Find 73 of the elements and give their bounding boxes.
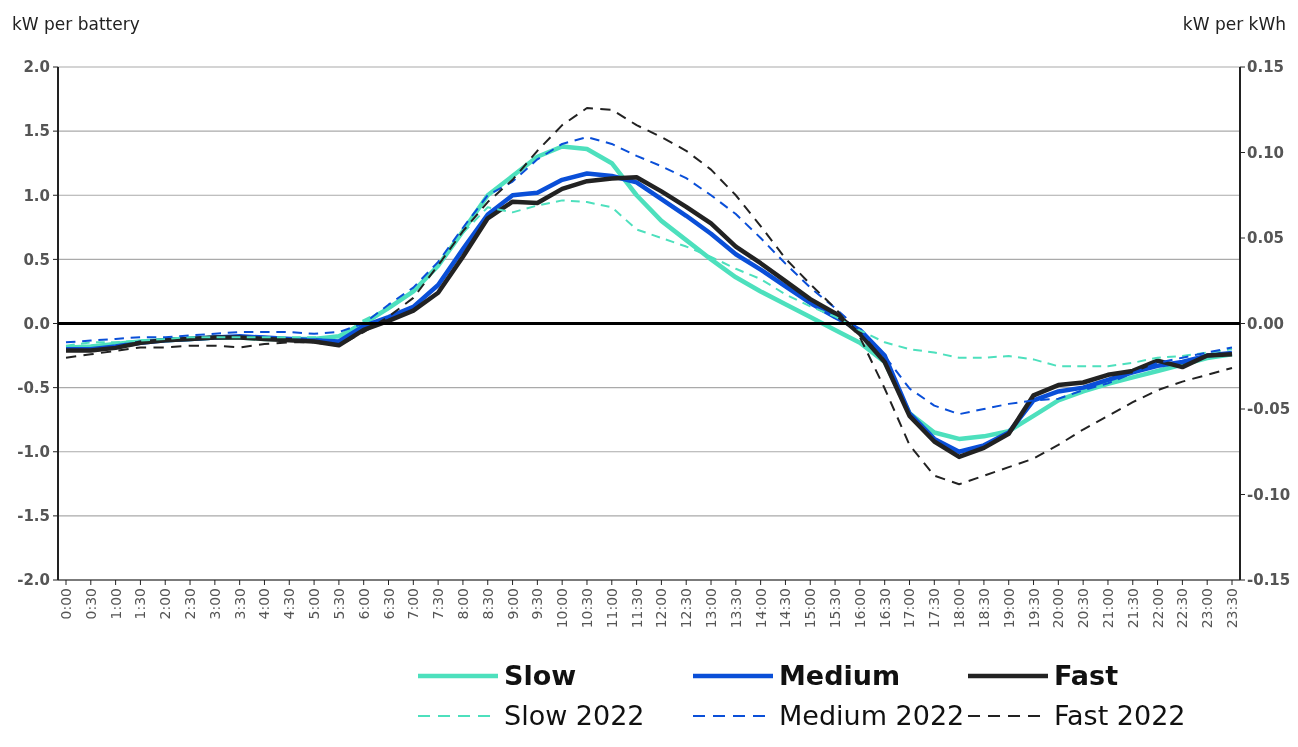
legend-label: Fast 2022 <box>1054 700 1186 732</box>
x-tick-label: 23:30 <box>1224 588 1240 629</box>
x-tick-label: 1:30 <box>132 588 149 620</box>
x-tick-label: 2:00 <box>157 588 174 620</box>
y-tick-label: 1.5 <box>23 122 50 141</box>
x-tick-label: 6:00 <box>355 588 372 620</box>
x-tick-label: 8:00 <box>454 588 471 620</box>
x-tick-label: 5:00 <box>306 588 323 620</box>
x-tick-label: 10:30 <box>578 588 595 629</box>
x-tick-label: 7:30 <box>430 588 447 620</box>
x-tick-label: 4:30 <box>281 588 298 620</box>
x-tick-label: 23:00 <box>1199 588 1216 629</box>
x-tick-label: 11:00 <box>603 588 620 629</box>
x-tick-label: 17:00 <box>901 588 918 629</box>
legend-label: Slow <box>504 660 577 692</box>
y2-axis-title: kW per kWh <box>1182 14 1286 34</box>
y-tick-label: -2.0 <box>17 571 50 590</box>
x-tick-label: 17:30 <box>926 588 943 629</box>
x-tick-label: 0:30 <box>82 588 99 620</box>
x-tick-label: 15:00 <box>802 588 819 629</box>
x-tick-label: 7:00 <box>405 588 422 620</box>
x-tick-label: 3:30 <box>231 588 248 620</box>
x-tick-label: 21:00 <box>1099 588 1116 629</box>
x-tick-label: 14:30 <box>777 588 794 629</box>
x-tick-label: 1:00 <box>107 588 124 620</box>
legend-label: Medium <box>779 660 901 692</box>
y-tick-label: -0.5 <box>17 378 50 397</box>
y2-tick-label: 0.05 <box>1247 229 1285 248</box>
x-tick-label: 10:00 <box>554 588 571 629</box>
line-series <box>65 107 1233 486</box>
x-tick-label: 15:30 <box>827 588 844 629</box>
x-tick-label: 20:00 <box>1050 588 1067 629</box>
y-axis-title: kW per battery <box>12 14 140 34</box>
y2-tick-label: 0.10 <box>1247 143 1285 162</box>
y2-tick-label: 0.00 <box>1247 314 1285 333</box>
y2-tick-label: 0.15 <box>1247 58 1285 77</box>
x-tick-label: 16:00 <box>851 588 868 629</box>
x-tick-label: 18:30 <box>975 588 992 629</box>
x-tick-label: 9:30 <box>529 588 546 620</box>
x-tick-label: 8:30 <box>479 588 496 620</box>
y-tick-label: -1.5 <box>17 507 50 526</box>
x-tick-label: 2:30 <box>182 588 199 620</box>
y-tick-label: 0.5 <box>23 250 50 269</box>
x-tick-label: 18:00 <box>951 588 968 629</box>
x-tick-label: 13:00 <box>703 588 720 629</box>
y2-tick-label: -0.10 <box>1247 485 1291 504</box>
x-tick-label: 14:00 <box>752 588 769 629</box>
y-tick-label: 2.0 <box>23 58 50 77</box>
x-tick-label: 22:30 <box>1174 588 1191 629</box>
x-tick-label: 12:30 <box>678 588 695 629</box>
x-tick-label: 19:00 <box>1000 588 1017 629</box>
x-tick-label: 9:00 <box>504 588 521 620</box>
x-tick-label: 20:30 <box>1075 588 1092 629</box>
y2-tick-label: -0.05 <box>1247 400 1291 419</box>
legend-label: Fast <box>1054 660 1119 692</box>
x-tick-label: 5:30 <box>330 588 347 620</box>
x-tick-label: 21:30 <box>1124 588 1141 629</box>
x-tick-label: 4:00 <box>256 588 273 620</box>
y2-tick-label: -0.15 <box>1247 571 1291 590</box>
x-tick-label: 11:30 <box>628 588 645 629</box>
legend-label: Slow 2022 <box>504 700 645 732</box>
x-tick-label: 12:00 <box>653 588 670 629</box>
x-tick-label: 19:30 <box>1025 588 1042 629</box>
y-tick-label: 0.0 <box>23 314 50 333</box>
legend-label: Medium 2022 <box>779 700 965 732</box>
x-tick-label: 22:00 <box>1149 588 1166 629</box>
x-tick-label: 6:30 <box>380 588 397 620</box>
y-tick-label: -1.0 <box>17 443 50 461</box>
x-tick-label: 13:30 <box>727 588 744 629</box>
y-tick-label: 1.0 <box>23 186 50 205</box>
x-tick-label: 16:30 <box>876 588 893 629</box>
x-tick-label: 0:00 <box>58 588 74 620</box>
x-tick-label: 3:00 <box>206 588 223 620</box>
